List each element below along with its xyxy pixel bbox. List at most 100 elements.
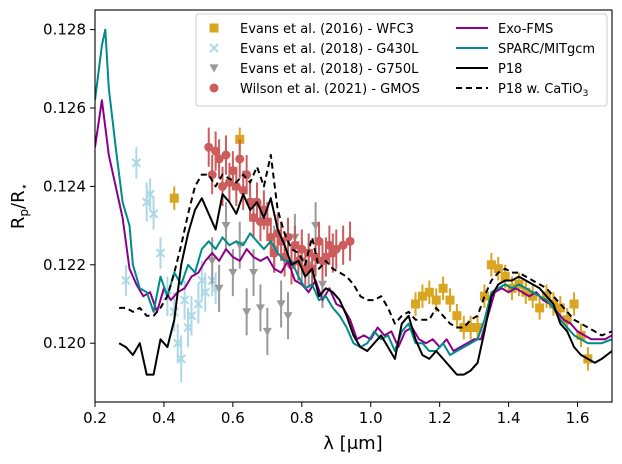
legend-marker: [209, 23, 219, 33]
series-layer: [95, 28, 612, 383]
x-tick-label: 0.6: [221, 409, 245, 427]
data-point: [179, 295, 190, 305]
data-point: [218, 181, 228, 191]
data-point: [452, 311, 462, 321]
data-point: [331, 244, 341, 254]
data-point: [249, 213, 259, 223]
data-point: [249, 269, 259, 278]
data-point: [562, 315, 572, 325]
plot-frame: [94, 9, 613, 403]
data-point: [211, 146, 221, 156]
y-axis-label: Rp/R⋆: [8, 183, 31, 229]
data-point: [576, 330, 586, 340]
data-point: [186, 311, 197, 321]
legend-marker: [209, 64, 219, 73]
data-point: [169, 193, 179, 203]
data-point: [145, 189, 155, 199]
legend-label: SPARC/MITgcm: [498, 42, 595, 57]
ylabel-main: R: [8, 217, 29, 230]
legend-marker: [209, 83, 219, 93]
data-point: [238, 185, 248, 195]
y-tick-label: 0.120: [43, 334, 86, 352]
data-point: [224, 177, 234, 187]
data-point: [473, 323, 483, 333]
data-point: [290, 240, 300, 250]
data-point: [411, 299, 421, 309]
ylabel-mid: /R: [8, 190, 29, 209]
legend-label: P18 w. CaTiO3: [498, 82, 588, 99]
data-point: [555, 303, 565, 313]
x-tick-label: 0.8: [290, 409, 314, 427]
data-point: [228, 269, 238, 278]
data-point: [235, 154, 245, 164]
data-point: [207, 257, 217, 266]
x-tick-label: 0.4: [152, 409, 176, 427]
data-point: [221, 150, 231, 160]
data-point: [214, 154, 224, 164]
data-point: [535, 303, 545, 313]
legend-label: Evans et al. (2018) - G430L: [240, 42, 419, 57]
data-point: [255, 217, 265, 227]
legend-label: Wilson et al. (2021) - GMOS: [240, 82, 420, 97]
legend-box: [195, 13, 608, 107]
data-point: [266, 232, 276, 242]
data-point: [283, 312, 293, 321]
data-point: [214, 284, 224, 293]
y-tick-label: 0.128: [43, 21, 86, 39]
data-point: [445, 295, 455, 305]
data-point: [276, 300, 286, 309]
data-point: [324, 240, 334, 250]
data-point: [242, 308, 252, 317]
y-tick-label: 0.124: [43, 177, 86, 195]
data-point: [131, 158, 142, 168]
legend: Evans et al. (2016) - WFC3 Evans et al. (…: [195, 13, 608, 107]
x-tick-label: 1.2: [428, 409, 452, 427]
y-tick-label: 0.122: [43, 256, 86, 274]
data-point: [204, 142, 214, 152]
series-line-7: [119, 154, 612, 337]
data-point: [424, 287, 434, 297]
data-point: [459, 323, 469, 333]
data-point: [155, 248, 166, 258]
data-point: [121, 275, 131, 286]
x-tick-label: 1.6: [566, 409, 590, 427]
data-point: [297, 244, 307, 254]
legend-label: P18: [498, 62, 522, 77]
x-tick-label: 1.4: [497, 409, 521, 427]
data-point: [176, 354, 186, 364]
data-point: [479, 291, 489, 301]
data-point: [311, 222, 321, 231]
series-line-4: [95, 99, 612, 352]
data-point: [193, 299, 204, 309]
data-point: [262, 217, 272, 227]
series-1-markers: [121, 147, 221, 383]
data-point: [338, 240, 348, 250]
legend-label: Evans et al. (2018) - G750L: [240, 62, 419, 77]
data-point: [438, 283, 448, 293]
y-tick-label: 0.126: [43, 99, 86, 117]
data-point: [317, 280, 327, 289]
ylabel-sub1: p: [17, 209, 31, 217]
data-point: [221, 222, 231, 231]
x-tick-label: 1.0: [359, 409, 383, 427]
data-point: [500, 272, 510, 282]
data-point: [200, 287, 211, 297]
svg-text:Rp/R⋆: Rp/R⋆: [8, 183, 31, 229]
data-point: [262, 327, 272, 336]
data-point: [169, 307, 179, 317]
data-point: [255, 304, 265, 313]
data-point: [466, 323, 476, 333]
data-point: [231, 181, 241, 191]
series-line-6: [118, 193, 612, 376]
data-point: [228, 166, 238, 176]
data-point: [569, 299, 579, 309]
data-point: [486, 260, 496, 270]
legend-marker: [209, 43, 219, 53]
ticks-layer: 0.2 0.4 0.6 0.8 1.0 1.2 1.4 1.6 0.120 0.122 0.124 0…: [43, 21, 589, 427]
data-point: [148, 209, 159, 219]
x-axis-label: λ [μm]: [323, 433, 382, 454]
data-point: [528, 291, 538, 301]
data-point: [207, 170, 217, 180]
ylabel-sub2: ⋆: [17, 183, 31, 191]
